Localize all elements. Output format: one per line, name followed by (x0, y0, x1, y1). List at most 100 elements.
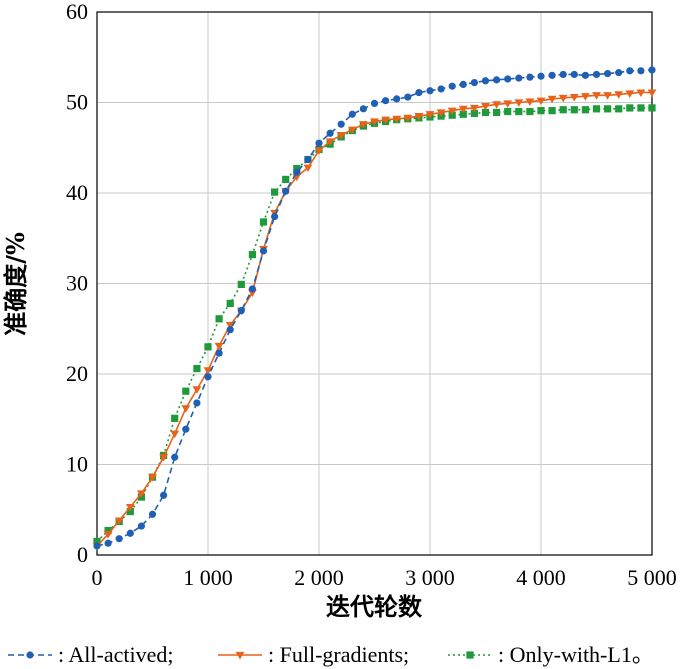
data-point (125, 503, 135, 512)
data-point (181, 405, 191, 413)
data-point (592, 70, 601, 79)
data-point (581, 106, 589, 114)
data-point (126, 529, 134, 537)
data-point (237, 307, 245, 315)
data-point (615, 105, 623, 113)
data-point (271, 188, 279, 196)
x-tick-labels: 0 1 000 2 000 3 000 4 000 5 000 (92, 565, 677, 590)
series-line (96, 91, 652, 547)
y-tick-label: 10 (66, 452, 88, 477)
data-point (126, 507, 134, 516)
data-point (559, 70, 567, 79)
data-point (182, 425, 190, 433)
series-3 (93, 104, 656, 546)
data-point (214, 342, 224, 351)
legend-label: : All-actived; (58, 642, 173, 667)
data-point (548, 107, 556, 115)
data-point (604, 105, 612, 113)
x-tick-label: 0 (92, 565, 103, 590)
data-point (570, 70, 578, 79)
data-point (493, 108, 501, 117)
data-point (226, 326, 234, 334)
data-point (337, 120, 345, 128)
data-point (192, 386, 202, 394)
data-point (503, 100, 513, 108)
series-line (96, 69, 653, 547)
y-tick-label: 30 (66, 271, 88, 296)
data-point (282, 175, 290, 184)
data-point (458, 105, 468, 114)
data-point (504, 107, 512, 116)
y-tick-label: 0 (77, 542, 88, 567)
data-point (370, 118, 379, 126)
x-tick-label: 3 000 (405, 565, 455, 590)
data-point (393, 95, 401, 103)
data-point (93, 542, 101, 550)
data-point (259, 218, 268, 226)
data-point (592, 92, 601, 100)
data-point (558, 94, 568, 103)
data-point (171, 414, 179, 422)
data-point (493, 76, 501, 84)
data-point (526, 73, 534, 81)
data-point (160, 491, 168, 499)
data-point (171, 453, 179, 461)
data-point (282, 187, 290, 195)
data-point (347, 126, 357, 135)
data-point (537, 72, 545, 80)
data-point (570, 106, 578, 114)
legend-item-3: : Only-with-L1。 (448, 642, 654, 667)
plot-area-border (96, 11, 653, 556)
data-point (414, 112, 424, 121)
series-layer (92, 66, 657, 551)
data-point (626, 104, 634, 112)
grid-lines (97, 12, 652, 555)
series-2 (92, 89, 657, 551)
data-point (526, 107, 534, 116)
data-point (637, 67, 645, 75)
data-point (225, 322, 235, 330)
data-point (93, 537, 101, 546)
data-point (104, 526, 112, 535)
data-point (459, 110, 467, 118)
data-point (148, 474, 157, 482)
data-point (426, 87, 434, 95)
y-axis-label: 准确度/% (1, 232, 30, 336)
x-tick-label: 2 000 (294, 565, 344, 590)
data-point (626, 67, 634, 75)
legend-item-2: : Full-gradients; (218, 642, 409, 667)
y-tick-labels: 0 10 20 30 40 50 60 (66, 0, 88, 567)
data-point (370, 99, 379, 108)
data-point (470, 78, 478, 87)
data-point (492, 101, 501, 109)
data-point (536, 97, 546, 106)
data-point (547, 95, 557, 104)
data-point (359, 105, 367, 113)
legend-marker (235, 651, 245, 660)
data-point (615, 69, 623, 77)
data-point (148, 510, 157, 518)
data-point (647, 89, 657, 97)
data-point (403, 114, 413, 123)
data-point (592, 105, 601, 113)
data-point (259, 247, 268, 255)
data-point (481, 108, 490, 117)
data-point (504, 75, 512, 83)
legend-marker (466, 651, 474, 659)
data-point (382, 97, 390, 105)
data-point (648, 66, 656, 74)
data-point (115, 535, 123, 543)
data-point (325, 138, 335, 146)
x-tick-label: 1 000 (183, 565, 233, 590)
data-point (203, 367, 213, 375)
data-point (314, 147, 324, 155)
data-point (359, 121, 368, 129)
data-point (470, 109, 478, 117)
data-point (303, 164, 313, 173)
data-point (603, 92, 612, 100)
y-tick-label: 60 (66, 0, 88, 24)
data-point (481, 103, 490, 111)
series-line (96, 107, 652, 542)
y-tick-label: 50 (66, 90, 88, 115)
